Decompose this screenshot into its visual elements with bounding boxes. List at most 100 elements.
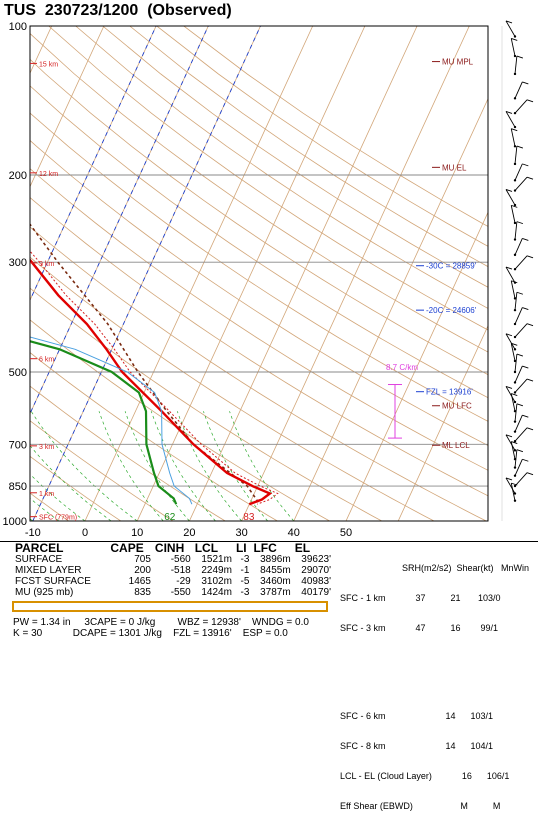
wind-barb-dot bbox=[513, 370, 517, 374]
wind-barb bbox=[510, 128, 516, 147]
plot-frame bbox=[29, 25, 489, 522]
wind-barb bbox=[505, 266, 516, 283]
dry-adiabat bbox=[30, 196, 488, 497]
cell: 2249m bbox=[201, 565, 232, 576]
height-label: 3 km bbox=[39, 444, 54, 451]
kinematics-row: SFC - 8 km 14 104/1 bbox=[340, 741, 494, 751]
wind-barb-dot bbox=[513, 145, 517, 148]
dry-adiabat bbox=[30, 455, 122, 521]
wind-barb-dot bbox=[513, 449, 517, 452]
wind-barb bbox=[505, 111, 516, 128]
wind-barb bbox=[514, 221, 518, 240]
dry-adiabat bbox=[30, 256, 435, 521]
wind-barb-dot bbox=[513, 162, 517, 166]
cell: 200 bbox=[134, 565, 151, 576]
sounding-title: TUS 230723/1200 (Observed) bbox=[4, 2, 232, 19]
wind-barb-flag bbox=[505, 189, 513, 192]
wind-barb-flag bbox=[511, 128, 518, 132]
cell: 8455m bbox=[260, 565, 291, 576]
wind-barb bbox=[505, 477, 516, 494]
wind-barb-flag bbox=[522, 365, 529, 369]
y-tick-label: 200 bbox=[9, 170, 27, 182]
level-label: -20C = 24606' bbox=[426, 306, 477, 315]
isotherm-line bbox=[397, 324, 488, 521]
kinematics-spacer bbox=[340, 682, 529, 691]
kinematics-panel: SRH(m2/s2) Shear(kt) MnWin SFC - 1 km 37… bbox=[340, 543, 529, 831]
kinematics-row: SFC - 6 km 14 103/1 bbox=[340, 711, 494, 721]
isotherm-line bbox=[293, 97, 488, 521]
chart-traces bbox=[30, 223, 279, 506]
wind-barb-dot bbox=[513, 359, 517, 363]
wind-barb bbox=[510, 205, 516, 224]
cell: 1521m bbox=[201, 554, 232, 565]
wind-barb bbox=[514, 146, 518, 165]
wind-barb bbox=[514, 307, 523, 325]
wind-barb bbox=[514, 292, 518, 311]
wind-barb bbox=[514, 427, 528, 442]
dry-adiabat bbox=[156, 26, 488, 247]
wind-barb-flag bbox=[511, 441, 518, 444]
wind-barb bbox=[505, 20, 516, 37]
moist-adiabat bbox=[124, 411, 190, 521]
skew-t-chart: 1002003005007008501000-30-20-10010203040… bbox=[2, 20, 534, 539]
header-cinh: CINH bbox=[154, 541, 185, 555]
wind-barb-dot bbox=[513, 348, 517, 351]
cell: 40983' bbox=[301, 576, 331, 587]
wind-barb bbox=[514, 238, 523, 256]
dry-adiabat bbox=[30, 420, 174, 521]
dry-adiabat bbox=[75, 26, 488, 309]
isotherm-line bbox=[188, 26, 418, 521]
wind-barb bbox=[514, 365, 523, 383]
wetbulb-line bbox=[30, 336, 193, 505]
cell: -560 bbox=[170, 554, 191, 565]
cell: MIXED LAYER bbox=[15, 565, 82, 576]
cell: 3102m bbox=[201, 576, 232, 587]
wind-barb-flag bbox=[522, 81, 529, 85]
x-tick-label: 40 bbox=[288, 527, 300, 539]
header-cape: CAPE bbox=[110, 541, 144, 555]
wind-barb-flag bbox=[522, 458, 529, 462]
height-label: 1 km bbox=[39, 491, 54, 498]
wind-barb-dot bbox=[513, 297, 517, 300]
cell: -3 bbox=[240, 587, 250, 598]
header-el: EL bbox=[294, 541, 311, 555]
wind-barb-dot bbox=[513, 179, 517, 182]
wind-barb bbox=[514, 378, 528, 393]
wind-barb bbox=[510, 280, 516, 299]
isotherm-line bbox=[30, 26, 105, 188]
kinematics-header: SRH(m2/s2) Shear(kt) MnWin bbox=[402, 563, 530, 573]
header-li: LI bbox=[235, 541, 247, 555]
wind-barb-dot bbox=[513, 466, 517, 469]
wind-barb-dot bbox=[513, 322, 517, 326]
wind-barb bbox=[514, 163, 523, 181]
wind-barb-flag bbox=[511, 38, 518, 41]
moist-adiabat bbox=[203, 411, 268, 521]
wind-barb bbox=[510, 343, 516, 362]
level-label: -30C = 28859' bbox=[426, 262, 477, 271]
level-label: FZL = 13916' bbox=[426, 388, 473, 397]
wind-barb-flag bbox=[516, 55, 524, 59]
wind-barb-flag bbox=[505, 477, 513, 481]
wind-barb bbox=[514, 403, 518, 422]
blue-isotherm bbox=[32, 26, 261, 521]
moist-adiabat bbox=[30, 473, 86, 521]
moist-adiabat bbox=[30, 445, 112, 521]
cell: 29070' bbox=[301, 565, 331, 576]
cell: 3787m bbox=[260, 587, 291, 598]
wind-barb bbox=[510, 38, 516, 57]
wind-barb-flag bbox=[505, 111, 513, 114]
parcel-table: PARCEL CAPE CINH LCL LI LFC EL SURFACE 7… bbox=[13, 541, 333, 598]
wind-barbs bbox=[501, 20, 534, 521]
wind-barb-dot bbox=[513, 54, 517, 58]
wind-barb-dot bbox=[513, 391, 517, 394]
virtual-temperature-line bbox=[30, 250, 279, 505]
x-tick-label: 0 bbox=[82, 527, 88, 539]
wind-barb bbox=[514, 415, 523, 432]
level-label: MU LFC bbox=[442, 402, 472, 411]
isotherm-line bbox=[241, 26, 470, 521]
cell: 835 bbox=[134, 587, 151, 598]
height-label: 12 km bbox=[39, 171, 58, 178]
height-label: SFC (779m) bbox=[39, 515, 77, 522]
wind-barb-flag bbox=[526, 472, 534, 476]
wind-barb-flag bbox=[522, 307, 529, 311]
